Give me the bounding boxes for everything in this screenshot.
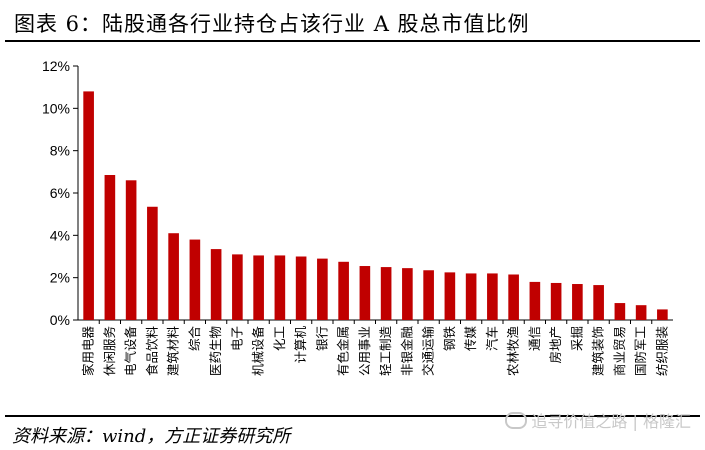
- bar: [274, 255, 286, 320]
- x-tick-label: 采掘: [569, 326, 584, 351]
- bar: [125, 180, 137, 320]
- bar: [338, 261, 349, 320]
- bar: [83, 91, 94, 321]
- x-tick-label: 纺织服装: [654, 326, 669, 376]
- y-tick-label: 12%: [42, 58, 70, 74]
- bar: [104, 175, 116, 320]
- bar: [147, 206, 158, 320]
- bar: [550, 282, 562, 320]
- bar: [380, 267, 392, 320]
- x-tick-label: 家用电器: [81, 326, 96, 377]
- bar-series: [83, 91, 668, 321]
- x-tick-label: 汽车: [484, 326, 499, 351]
- bar: [657, 309, 668, 320]
- x-tick-label: 交通运输: [421, 326, 436, 377]
- bar: [572, 284, 583, 320]
- y-tick-label: 6%: [50, 185, 70, 201]
- x-tick-label: 有色金属: [336, 326, 351, 376]
- x-tick-label: 通信: [527, 326, 542, 351]
- bar: [232, 254, 243, 320]
- bar: [444, 272, 456, 320]
- bar: [487, 273, 498, 320]
- figure-title: 图表 6：陆股通各行业持仓占该行业 A 股总市值比例: [14, 12, 530, 36]
- x-tick-label: 钢铁: [442, 326, 457, 352]
- x-axis-labels: 家用电器 休闲服务 电气设备 食品饮料 建筑材料 综合 医药生物 电子 机械设备 化工 计算机 银行有…: [81, 326, 670, 377]
- x-tick-label: 医药生物: [208, 326, 223, 376]
- y-tick-label: 0%: [50, 312, 70, 328]
- x-tick-label: 化工: [272, 326, 287, 351]
- x-tick-label: 建筑材料: [166, 326, 181, 377]
- x-tick-label: 银行: [314, 326, 329, 351]
- bar: [529, 281, 541, 320]
- x-tick-label: 房地产: [548, 326, 563, 364]
- x-tick-label: 食品饮料: [144, 326, 159, 377]
- bar: [423, 270, 434, 320]
- y-tick-label: 2%: [50, 270, 70, 286]
- watermark: 追寻价值之路 | 格隆汇: [505, 408, 691, 432]
- bar-chart: 0% 2% 4% 6% 8% 10% 12% 家用电器 休闲服务 电气设备 食品饮料 建筑材料 综合医…: [42, 58, 673, 377]
- x-tick-label: 建筑装饰: [591, 326, 606, 376]
- bar: [465, 273, 477, 320]
- bar: [168, 233, 179, 320]
- bar: [614, 303, 626, 320]
- bar: [593, 285, 604, 320]
- source-note: 资料来源：wind，方正证券研究所: [12, 426, 291, 447]
- bar: [508, 274, 519, 320]
- x-tick-label: 电气设备: [123, 326, 138, 377]
- watermark-text: 追寻价值之路 | 格隆汇: [531, 412, 691, 431]
- bar: [359, 266, 371, 320]
- x-tick-label: 电子: [229, 326, 244, 351]
- bar: [295, 256, 307, 320]
- bar: [189, 239, 201, 320]
- x-tick-label: 机械设备: [251, 326, 266, 377]
- bar: [253, 255, 264, 320]
- x-tick-label: 农林牧渔: [506, 326, 521, 376]
- x-tick-label: 商业贸易: [612, 326, 627, 376]
- y-tick-label: 10%: [42, 100, 70, 116]
- x-tick-label: 休闲服务: [102, 326, 117, 376]
- bottom-rule: [5, 415, 700, 417]
- x-tick-label: 传媒: [463, 326, 478, 352]
- x-tick-label: 轻工制造: [378, 326, 393, 377]
- y-tick-label: 4%: [50, 227, 70, 243]
- x-tick-label: 国防军工: [633, 326, 648, 376]
- bar: [402, 268, 413, 320]
- top-rule: [5, 40, 700, 42]
- x-tick-label: 综合: [187, 326, 202, 352]
- bar: [317, 258, 328, 320]
- y-tick-label: 8%: [50, 143, 70, 159]
- x-tick-label: 公用事业: [357, 326, 372, 376]
- bar: [210, 249, 222, 320]
- x-tick-label: 非银金融: [399, 326, 414, 377]
- bar: [635, 305, 647, 320]
- x-tick-label: 计算机: [293, 326, 308, 364]
- y-axis-ticks: 0% 2% 4% 6% 8% 10% 12%: [42, 58, 78, 328]
- wechat-icon: [505, 412, 528, 429]
- chart-axes: [77, 66, 673, 324]
